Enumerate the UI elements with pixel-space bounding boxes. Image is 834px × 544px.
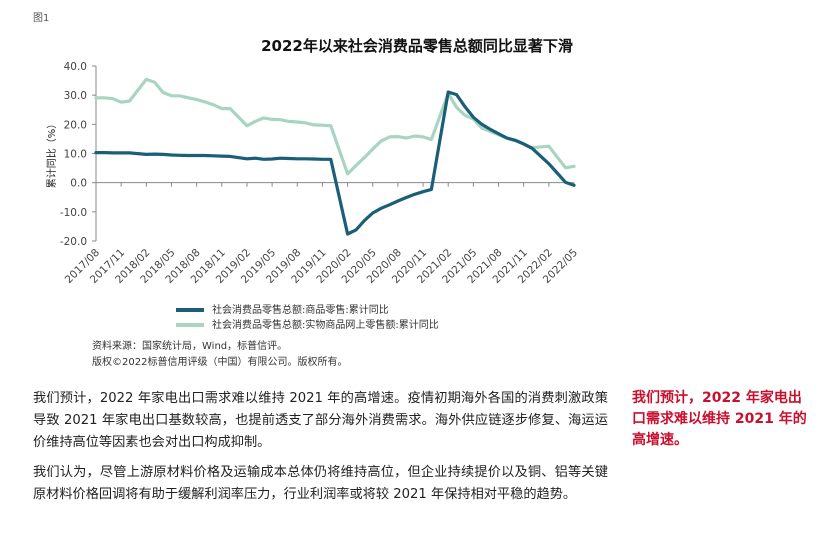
y-tick-label: 0.0 bbox=[70, 178, 87, 190]
y-tick-label: -20.0 bbox=[60, 236, 87, 248]
y-tick-label: -10.0 bbox=[60, 207, 87, 219]
chart-title: 2022年以来社会消费品零售总额同比显著下滑 bbox=[261, 37, 573, 55]
series-line-1 bbox=[94, 90, 576, 236]
y-tick-label: 40.0 bbox=[64, 61, 87, 73]
legend-label-series-1: 社会消费品零售总额:商品零售:累计同比 bbox=[212, 305, 389, 316]
pull-quote: 我们预计，2022 年家电出口需求难以维持 2021 年的高增速。 bbox=[632, 390, 807, 448]
y-tick-label: 10.0 bbox=[64, 149, 87, 161]
legend-item-series-2: 社会消费品零售总额:实物商品网上零售额:累计同比 bbox=[176, 316, 439, 331]
y-axis-label: 累计同比（%） bbox=[45, 119, 58, 189]
line-chart: 40.030.020.010.00.0-10.0-20.0累计同比（%）2017… bbox=[45, 61, 580, 286]
copyright-note: 版权©2022标普信用评级（中国）有限公司。版权所有。 bbox=[92, 357, 348, 368]
series-line-2 bbox=[94, 77, 576, 176]
source-note: 资料来源：国家统计局，Wind，标普信评。 bbox=[92, 341, 288, 352]
paragraph-1: 我们预计，2022 年家电出口需求难以维持 2021 年的高增速。疫情初期海外各… bbox=[33, 391, 608, 450]
legend-swatch-series-2 bbox=[176, 323, 204, 327]
legend-item-series-1: 社会消费品零售总额:商品零售:累计同比 bbox=[176, 301, 389, 316]
paragraph-2: 我们认为，尽管上游原材料价格及运输成本总体仍将维持高位，但企业持续提价以及铜、铝… bbox=[33, 465, 608, 502]
figure-label: 图1 bbox=[33, 13, 50, 24]
legend-label-series-2: 社会消费品零售总额:实物商品网上零售额:累计同比 bbox=[212, 320, 439, 331]
legend-swatch-series-1 bbox=[176, 308, 204, 312]
y-tick-label: 20.0 bbox=[64, 119, 87, 131]
y-tick-label: 30.0 bbox=[64, 90, 87, 102]
